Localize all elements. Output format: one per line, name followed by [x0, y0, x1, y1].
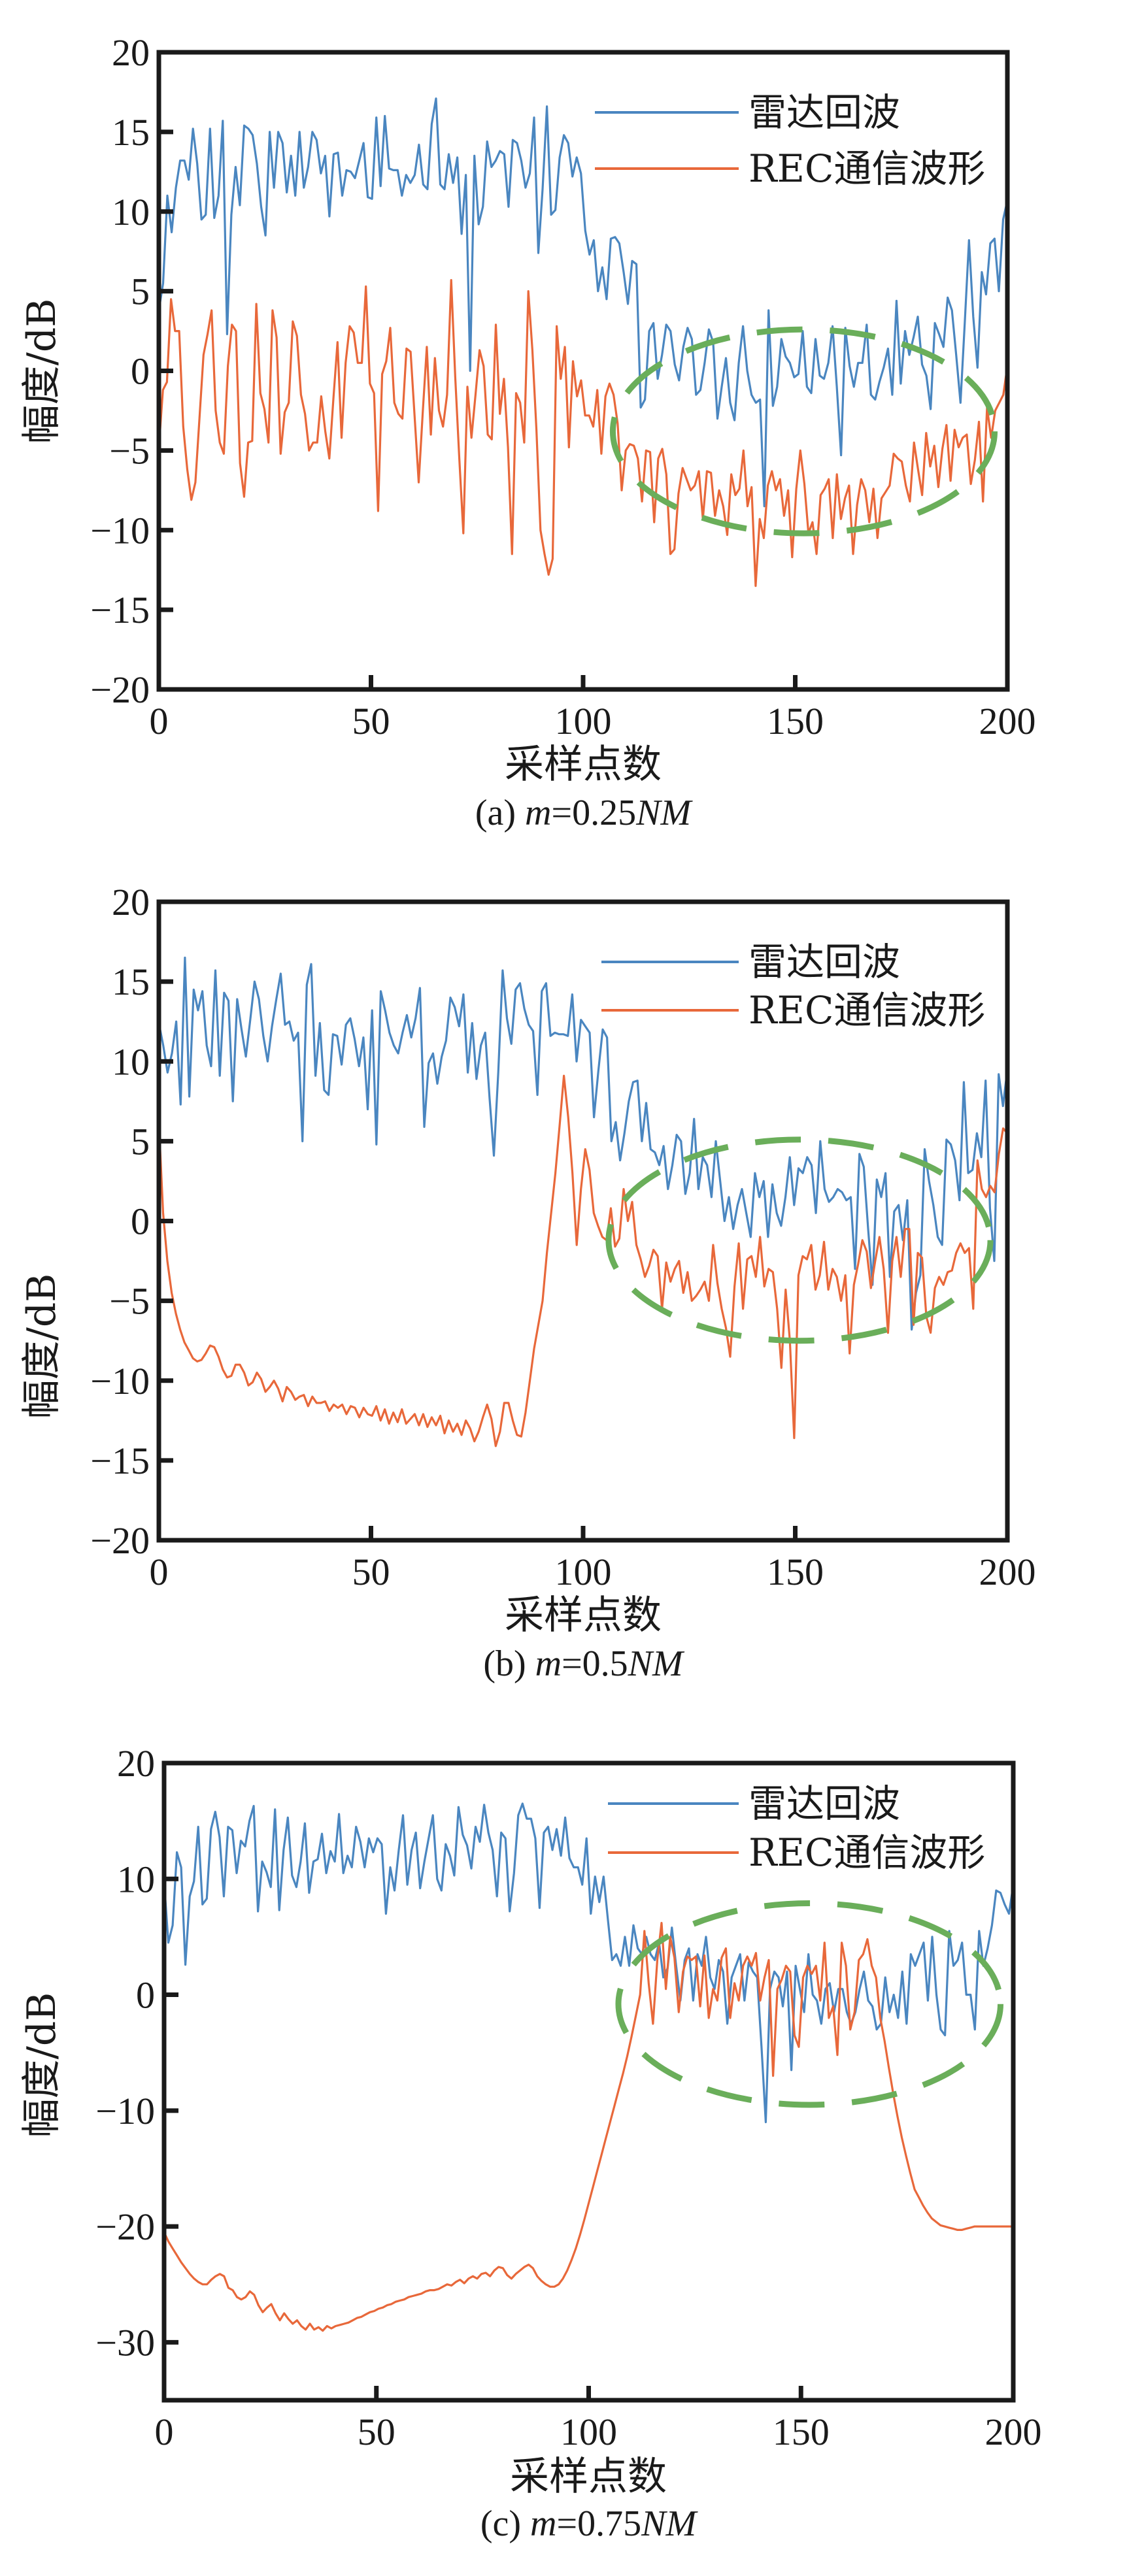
xlabel-b: 采样点数 — [505, 1593, 662, 1638]
y-tick-label: 5 — [131, 271, 150, 313]
legend-label-radar: 雷达回波 — [749, 940, 900, 984]
highlight-ellipse — [609, 326, 998, 537]
caption-b: (b) m=0.5NM — [483, 1643, 685, 1684]
y-tick-label: −15 — [90, 589, 150, 631]
x-tick-label: 0 — [150, 1551, 169, 1593]
series-line-rec — [163, 1922, 1013, 2332]
ylabel-a: 幅度/dB — [19, 299, 65, 444]
y-tick-label: 0 — [131, 1200, 150, 1243]
highlight-ellipse — [605, 1136, 994, 1344]
x-tick-label: 200 — [985, 2411, 1042, 2453]
y-tick-label: −5 — [109, 1280, 150, 1323]
ellipse-b — [605, 1136, 994, 1344]
y-tick-label: −10 — [90, 509, 150, 552]
x-tick-label: 150 — [767, 700, 824, 742]
y-tick-label: 10 — [112, 191, 150, 233]
y-tick-label: 15 — [112, 111, 150, 154]
x-tick-label: 50 — [352, 1551, 390, 1593]
y-tick-label: 5 — [131, 1120, 150, 1163]
legend-label-radar: 雷达回波 — [749, 1781, 900, 1826]
y-tick-label: 10 — [112, 1040, 150, 1083]
series-line-radar — [158, 956, 1009, 1331]
legend-label-rec: REC通信波形 — [749, 1830, 985, 1875]
y-tick-label: −20 — [95, 2205, 155, 2248]
xlabel-a: 采样点数 — [505, 742, 662, 787]
y-tick-label: −5 — [109, 429, 150, 472]
plot-series-b — [158, 956, 1009, 1447]
y-tick-label: −20 — [90, 669, 150, 711]
x-tick-label: 100 — [555, 700, 612, 742]
legend-a: 雷达回波 REC通信波形 — [595, 90, 985, 191]
x-tick-label: 150 — [773, 2411, 830, 2453]
highlight-ellipse — [615, 1900, 1004, 2108]
x-tick-label: 200 — [979, 700, 1036, 742]
series-line-rec — [158, 1074, 1009, 1447]
caption-a: (a) m=0.25NM — [475, 793, 694, 833]
y-tick-label: −10 — [95, 2090, 155, 2132]
series-line-radar — [163, 1802, 1015, 2124]
series-line-rec — [158, 279, 1009, 587]
x-tick-label: 100 — [560, 2411, 617, 2453]
y-tick-label: −10 — [90, 1360, 150, 1402]
y-tick-label: 10 — [117, 1858, 155, 1900]
ylabel-c: 幅度/dB — [19, 1992, 65, 2138]
legend-label-rec: REC通信波形 — [749, 146, 985, 191]
legend-b: 雷达回波 REC通信波形 — [601, 940, 985, 1032]
y-tick-label: 20 — [112, 31, 150, 74]
y-tick-label: 15 — [112, 961, 150, 1003]
y-tick-label: 0 — [131, 350, 150, 393]
ellipse-a — [609, 326, 998, 537]
y-tick-label: 0 — [136, 1974, 155, 2017]
x-tick-label: 150 — [767, 1551, 824, 1593]
xlabel-c: 采样点数 — [510, 2454, 667, 2500]
y-tick-label: −30 — [95, 2321, 155, 2364]
y-tick-label: 20 — [117, 1742, 155, 1785]
legend-label-radar: 雷达回波 — [749, 90, 900, 135]
y-tick-label: −20 — [90, 1519, 150, 1562]
caption-c: (c) m=0.75NM — [480, 2503, 699, 2544]
plot-series-a — [158, 97, 1009, 587]
series-line-radar — [158, 97, 1009, 508]
ylabel-b: 幅度/dB — [19, 1274, 65, 1419]
x-tick-label: 50 — [352, 700, 390, 742]
x-tick-label: 200 — [979, 1551, 1036, 1593]
x-tick-label: 0 — [150, 700, 169, 742]
x-tick-label: 0 — [155, 2411, 174, 2453]
x-tick-label: 100 — [555, 1551, 612, 1593]
y-tick-label: −15 — [90, 1440, 150, 1482]
x-tick-label: 50 — [358, 2411, 395, 2453]
legend-c: 雷达回波 REC通信波形 — [608, 1781, 985, 1875]
plot-series-c — [163, 1802, 1015, 2332]
legend-label-rec: REC通信波形 — [749, 988, 985, 1032]
y-tick-label: 20 — [112, 881, 150, 923]
ellipse-c — [615, 1900, 1004, 2108]
